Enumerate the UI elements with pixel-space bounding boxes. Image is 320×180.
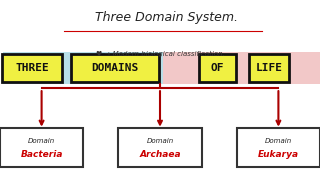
FancyBboxPatch shape xyxy=(118,128,202,167)
Text: Domain: Domain xyxy=(265,138,292,144)
FancyBboxPatch shape xyxy=(237,128,320,167)
Text: LIFE: LIFE xyxy=(255,63,282,73)
Text: ♥ → Modern biological classification.: ♥ → Modern biological classification. xyxy=(96,51,224,57)
Bar xyxy=(249,54,289,82)
Text: Archaea: Archaea xyxy=(139,150,181,159)
Text: Three Domain System.: Three Domain System. xyxy=(95,12,238,24)
Text: OF: OF xyxy=(211,63,224,73)
FancyBboxPatch shape xyxy=(0,128,83,167)
Bar xyxy=(3,52,163,84)
Text: Domain: Domain xyxy=(146,138,174,144)
Text: Eukarya: Eukarya xyxy=(258,150,299,159)
Text: DOMAINS: DOMAINS xyxy=(92,63,139,73)
Text: Bacteria: Bacteria xyxy=(20,150,63,159)
Bar xyxy=(71,54,159,82)
Text: Domain: Domain xyxy=(28,138,55,144)
Bar xyxy=(163,52,320,84)
Bar xyxy=(3,54,62,82)
Bar xyxy=(199,54,236,82)
Text: THREE: THREE xyxy=(15,63,49,73)
